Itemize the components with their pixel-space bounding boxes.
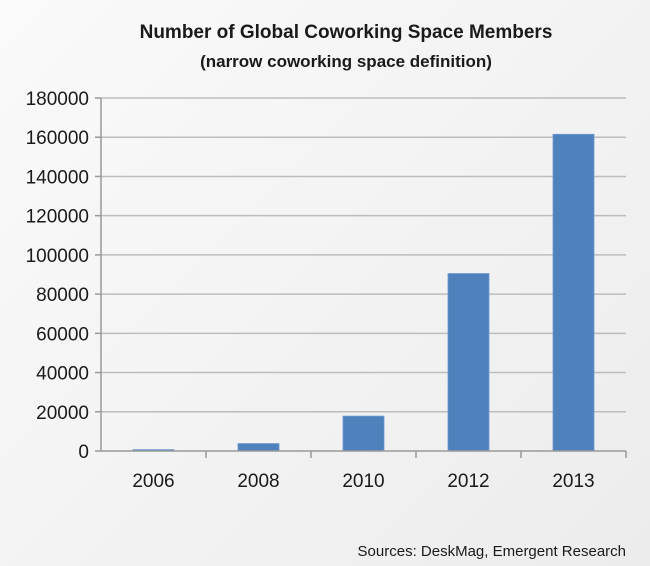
chart-subtitle: (narrow coworking space definition) <box>200 52 492 71</box>
source-note: Sources: DeskMag, Emergent Research <box>358 543 626 560</box>
y-tick-label: 180000 <box>26 89 89 110</box>
y-tick-label: 160000 <box>26 128 89 149</box>
bar-2013 <box>552 133 595 452</box>
y-tick-label: 60000 <box>36 324 89 345</box>
x-tick-label: 2010 <box>342 471 384 492</box>
bar-2012 <box>447 273 490 452</box>
bar-2008 <box>237 443 280 452</box>
x-tick-label: 2006 <box>132 471 174 492</box>
y-tick-label: 20000 <box>36 403 89 424</box>
y-tick-label: 140000 <box>26 167 89 188</box>
x-tick-label: 2012 <box>447 471 489 492</box>
chart-title: Number of Global Coworking Space Members <box>140 22 553 43</box>
y-tick-label: 80000 <box>36 285 89 306</box>
y-tick-label: 40000 <box>36 364 89 385</box>
y-tick-label: 100000 <box>26 246 89 267</box>
bar-2010 <box>342 415 385 452</box>
x-tick-label: 2008 <box>237 471 279 492</box>
y-tick-label: 0 <box>78 442 89 463</box>
y-tick-label: 120000 <box>26 207 89 228</box>
x-tick-label: 2013 <box>552 471 594 492</box>
